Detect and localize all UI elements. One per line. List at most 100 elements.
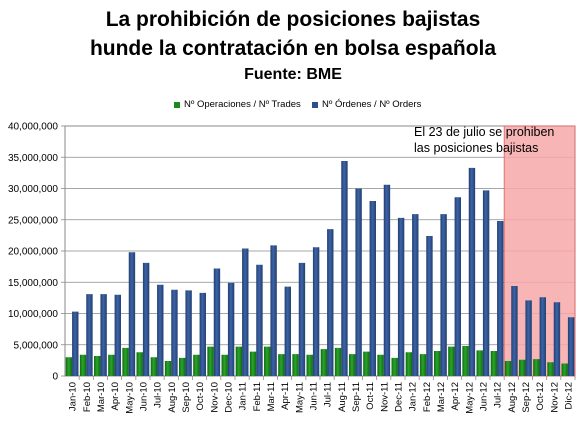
- x-tick-label: Apr-11: [280, 382, 291, 410]
- bar-ordenes-Feb-12: [426, 236, 433, 376]
- bar-operaciones-Nov-11: [377, 354, 384, 376]
- bar-operaciones-Jun-11: [306, 354, 313, 376]
- bar-ordenes-Dec-11: [397, 217, 405, 376]
- x-tick-label: Jul-10: [153, 382, 164, 408]
- bar-operaciones-Mar-10: [94, 356, 101, 376]
- bar-operaciones-Nov-12: [547, 362, 554, 376]
- bar-ordenes-Jun-11: [312, 247, 320, 376]
- x-tick-label: Oct-11: [365, 382, 376, 410]
- annotation-line1: El 23 de julio se prohiben: [414, 125, 554, 139]
- bar-operaciones-May-12: [462, 346, 469, 376]
- bar-ordenes-Nov-11: [383, 184, 391, 376]
- bar-operaciones-Mar-11: [264, 346, 271, 376]
- chart-title-line1: La prohibición de posiciones bajistas: [105, 8, 481, 31]
- bar-ordenes-Oct-11: [369, 201, 376, 376]
- bar-ordenes-Jan-12: [412, 214, 419, 376]
- x-tick-label: Jan-11: [238, 382, 249, 410]
- bar-ordenes-Mar-12: [440, 214, 447, 376]
- bar-ordenes-Jul-10: [157, 284, 164, 376]
- x-tick-label: Aug-10: [167, 382, 178, 413]
- bar-ordenes-Jan-11: [242, 248, 249, 376]
- x-tick-label: Jun-10: [138, 382, 149, 411]
- y-tick-label: 35,000,000: [8, 153, 58, 164]
- bar-operaciones-Sep-10: [179, 357, 186, 376]
- x-tick-label: Nov-12: [549, 382, 560, 413]
- x-tick-label: Feb-10: [82, 382, 93, 412]
- bar-ordenes-Oct-10: [199, 292, 206, 376]
- x-tick-label: Feb-11: [252, 382, 263, 411]
- bar-operaciones-Dec-10: [221, 354, 228, 376]
- x-tick-label: Dec-10: [223, 382, 234, 413]
- bar-operaciones-Jan-11: [235, 346, 243, 376]
- bar-operaciones-Nov-10: [207, 346, 214, 376]
- bar-ordenes-Oct-12: [539, 297, 546, 376]
- bar-operaciones-Oct-12: [533, 359, 540, 376]
- bar-ordenes-Mar-10: [100, 294, 107, 376]
- x-tick-label: Mar-10: [96, 382, 107, 412]
- bar-ordenes-May-11: [298, 262, 306, 376]
- y-tick-label: 25,000,000: [8, 215, 58, 226]
- bar-ordenes-Jun-10: [142, 262, 150, 376]
- x-tick-label: Dic-12: [563, 382, 574, 409]
- legend-item-ordenes: Nº Órdenes / Nº Orders: [312, 99, 421, 110]
- chart-source: Fuente: BME: [244, 66, 342, 83]
- bar-ordenes-Dic-12: [567, 317, 575, 376]
- x-tick-label: May-11: [294, 382, 305, 413]
- bar-ordenes-Sep-10: [185, 290, 192, 376]
- y-tick-label: 10,000,000: [8, 309, 58, 320]
- bar-ordenes-Jun-12: [482, 190, 490, 376]
- x-tick-label: Sep-11: [351, 382, 362, 412]
- bar-operaciones-Feb-10: [79, 354, 87, 376]
- bar-ordenes-Dec-10: [227, 282, 235, 376]
- bar-ordenes-Jul-11: [327, 229, 334, 376]
- x-tick-label: Nov-11: [379, 382, 390, 412]
- bar-ordenes-Apr-10: [114, 294, 121, 376]
- bar-operaciones-Jan-10: [65, 357, 73, 376]
- x-tick-label: Feb-12: [422, 382, 433, 412]
- y-tick-label: 40,000,000: [8, 122, 58, 133]
- x-tick-label: Mar-11: [266, 382, 277, 411]
- bar-operaciones-Dic-12: [561, 363, 568, 376]
- x-tick-label: Jun-12: [478, 382, 489, 411]
- bar-ordenes-Jul-12: [497, 221, 504, 376]
- bar-operaciones-Feb-11: [249, 351, 257, 376]
- bar-operaciones-Apr-12: [448, 346, 455, 376]
- bar-ordenes-Sep-12: [525, 300, 532, 376]
- x-tick-label: Jul-11: [323, 382, 334, 407]
- bar-ordenes-May-10: [128, 252, 136, 376]
- x-tick-label: May-12: [464, 382, 475, 414]
- y-tick-label: 5,000,000: [14, 340, 59, 351]
- bar-ordenes-Aug-12: [511, 286, 518, 376]
- bar-operaciones-Aug-11: [334, 347, 342, 376]
- bar-operaciones-Oct-11: [363, 351, 370, 376]
- bar-operaciones-Jul-12: [490, 351, 498, 376]
- bar-operaciones-Jun-12: [476, 350, 483, 376]
- bar-operaciones-Mar-12: [434, 351, 441, 376]
- y-tick-label: 0: [52, 372, 58, 383]
- bar-operaciones-May-11: [292, 354, 299, 376]
- x-tick-label: Jan-10: [68, 382, 79, 411]
- bar-operaciones-Apr-10: [108, 354, 115, 376]
- legend-item-operaciones: Nº Operaciones / Nº Trades: [174, 99, 301, 110]
- x-tick-label: Jul-12: [493, 382, 504, 408]
- x-tick-label: Jan-12: [408, 382, 419, 411]
- y-tick-label: 15,000,000: [8, 278, 58, 289]
- bar-operaciones-Sep-11: [349, 354, 356, 376]
- bar-ordenes-May-12: [468, 167, 476, 376]
- annotation-line2: las posiciones bajistas: [414, 141, 538, 155]
- x-tick-label: Aug-11: [337, 382, 348, 412]
- legend-swatch-operaciones: [174, 101, 180, 108]
- bar-ordenes-Aug-10: [171, 289, 178, 376]
- y-tick-label: 20,000,000: [8, 247, 58, 258]
- bar-operaciones-Jul-11: [320, 349, 328, 376]
- bar-operaciones-Apr-11: [278, 354, 285, 376]
- bar-ordenes-Apr-11: [284, 286, 291, 376]
- bar-ordenes-Feb-11: [256, 264, 263, 376]
- bar-ordenes-Aug-11: [341, 161, 348, 376]
- bar-operaciones-Dec-11: [391, 357, 398, 376]
- chart-title-line2: hunde la contratación en bolsa española: [89, 37, 497, 60]
- x-tick-label: Jun-11: [308, 382, 319, 410]
- x-tick-label: Aug-12: [507, 382, 518, 413]
- bar-operaciones-Jan-12: [405, 352, 413, 376]
